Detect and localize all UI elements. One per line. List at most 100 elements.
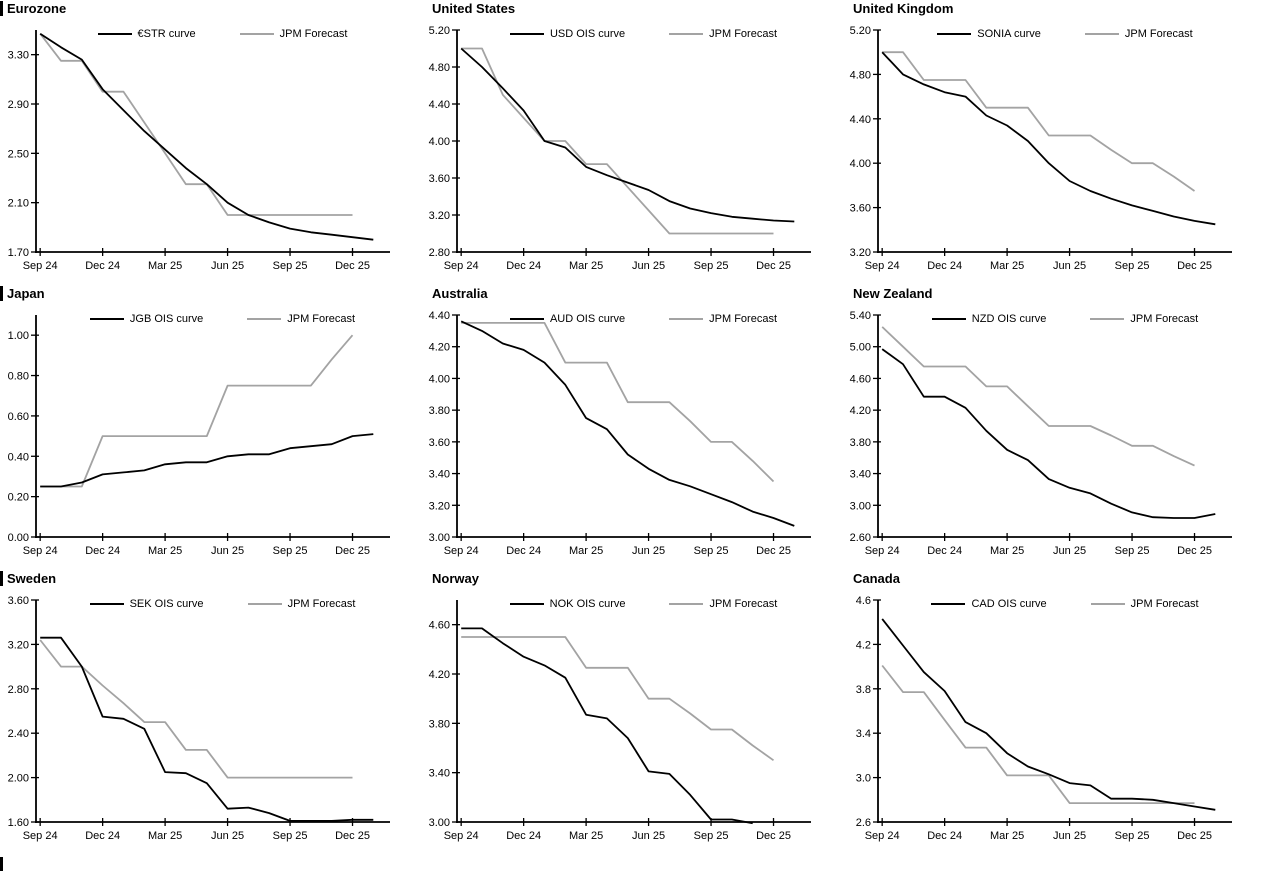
svg-text:4.40: 4.40 [429, 310, 450, 322]
svg-text:2.6: 2.6 [856, 817, 871, 829]
legend-label: NZD OIS curve [971, 313, 1047, 325]
svg-text:3.60: 3.60 [850, 203, 871, 215]
svg-text:Mar 25: Mar 25 [990, 545, 1024, 557]
svg-text:5.40: 5.40 [850, 310, 871, 322]
svg-text:Sep 25: Sep 25 [273, 830, 308, 842]
svg-text:Dec 24: Dec 24 [85, 545, 120, 557]
legend-item: JPM Forecast [1090, 313, 1198, 325]
chart-legend: NZD OIS curve JPM Forecast [878, 313, 1252, 325]
legend-label: NOK OIS curve [549, 598, 626, 610]
svg-text:3.20: 3.20 [429, 500, 450, 512]
svg-text:Dec 25: Dec 25 [756, 830, 791, 842]
svg-text:Jun 25: Jun 25 [1053, 260, 1086, 272]
svg-text:2.10: 2.10 [8, 198, 29, 210]
svg-text:Sep 25: Sep 25 [694, 830, 729, 842]
svg-text:2.00: 2.00 [8, 773, 29, 785]
chart-panel-new-zealand: New Zealand NZD OIS curve JPM Forecast 2… [842, 285, 1264, 570]
svg-text:2.50: 2.50 [8, 148, 29, 160]
svg-text:2.90: 2.90 [8, 99, 29, 111]
svg-text:Mar 25: Mar 25 [148, 830, 182, 842]
svg-text:Dec 24: Dec 24 [85, 830, 120, 842]
chart-legend: AUD OIS curve JPM Forecast [457, 313, 830, 325]
section-marker [0, 1, 3, 16]
svg-text:Dec 24: Dec 24 [927, 830, 962, 842]
legend-label: SEK OIS curve [129, 598, 204, 610]
gray-line-swatch [239, 33, 274, 35]
plot-area: JGB OIS curve JPM Forecast 0.00 0.20 0.40 0… [0, 305, 421, 567]
gray-line-swatch [1090, 603, 1125, 605]
svg-text:Sep 24: Sep 24 [444, 830, 479, 842]
svg-text:Dec 24: Dec 24 [506, 545, 541, 557]
svg-text:4.80: 4.80 [429, 62, 450, 74]
svg-text:3.00: 3.00 [429, 817, 450, 829]
svg-text:1.00: 1.00 [8, 330, 29, 342]
panel-header: United Kingdom [842, 0, 1264, 20]
chart-legend: NOK OIS curve JPM Forecast [457, 598, 830, 610]
svg-text:0.00: 0.00 [8, 532, 29, 544]
black-line-swatch [931, 318, 966, 320]
svg-text:Jun 25: Jun 25 [632, 830, 665, 842]
gray-line-swatch [669, 603, 704, 605]
chart-title: Japan [7, 286, 45, 301]
legend-item: JPM Forecast [669, 28, 777, 40]
svg-text:Jun 25: Jun 25 [1053, 830, 1086, 842]
svg-text:3.20: 3.20 [8, 639, 29, 651]
svg-text:Sep 24: Sep 24 [444, 260, 479, 272]
svg-text:Sep 25: Sep 25 [273, 545, 308, 557]
svg-text:4.20: 4.20 [429, 342, 450, 354]
svg-text:Dec 25: Dec 25 [1177, 545, 1212, 557]
svg-text:3.40: 3.40 [429, 768, 450, 780]
plot-area: USD OIS curve JPM Forecast 2.80 3.20 3.60 4… [421, 20, 842, 282]
svg-text:Jun 25: Jun 25 [211, 545, 244, 557]
panel-header: Eurozone [0, 0, 421, 20]
svg-text:3.0: 3.0 [856, 773, 871, 785]
svg-text:4.40: 4.40 [850, 114, 871, 126]
svg-text:Sep 24: Sep 24 [444, 545, 479, 557]
gray-line-swatch [1084, 33, 1119, 35]
svg-text:5.00: 5.00 [850, 342, 871, 354]
svg-text:3.40: 3.40 [429, 469, 450, 481]
chart-title: Canada [853, 571, 900, 586]
legend-label: JPM Forecast [279, 28, 348, 40]
chart-title: Norway [432, 571, 479, 586]
panel-header: New Zealand [842, 285, 1264, 305]
australia-line-chart: 3.00 3.20 3.40 3.60 3.80 4.00 4.20 4.40 Sep 24 De… [429, 310, 811, 557]
svg-text:1.70: 1.70 [8, 247, 29, 259]
svg-text:1.60: 1.60 [8, 817, 29, 829]
svg-text:3.00: 3.00 [429, 532, 450, 544]
svg-text:2.80: 2.80 [429, 247, 450, 259]
svg-text:4.60: 4.60 [429, 620, 450, 632]
svg-text:4.20: 4.20 [429, 669, 450, 681]
chart-legend: USD OIS curve JPM Forecast [457, 28, 830, 40]
plot-area: SONIA curve JPM Forecast 3.20 3.60 4.00 4.4… [842, 20, 1264, 282]
black-line-swatch [931, 603, 966, 605]
svg-text:Mar 25: Mar 25 [148, 260, 182, 272]
chart-title: New Zealand [853, 286, 933, 301]
black-line-swatch [937, 33, 972, 35]
svg-text:Dec 25: Dec 25 [1177, 830, 1212, 842]
panel-header: Canada [842, 570, 1264, 590]
svg-text:Dec 24: Dec 24 [927, 545, 962, 557]
legend-item: JPM Forecast [1084, 28, 1193, 40]
svg-text:3.80: 3.80 [429, 718, 450, 730]
legend-item: €STR curve [97, 28, 196, 40]
svg-text:Sep 25: Sep 25 [1115, 830, 1150, 842]
legend-item: NOK OIS curve [509, 598, 626, 610]
legend-item: USD OIS curve [509, 28, 625, 40]
legend-label: JGB OIS curve [129, 313, 204, 325]
legend-item: JPM Forecast [247, 598, 355, 610]
svg-text:4.00: 4.00 [429, 373, 450, 385]
norway-line-chart: 3.00 3.40 3.80 4.20 4.60 Sep 24 Dec 24 Mar 25 Ju… [429, 600, 811, 842]
svg-text:3.80: 3.80 [429, 405, 450, 417]
svg-text:Sep 24: Sep 24 [23, 260, 58, 272]
legend-label: AUD OIS curve [549, 313, 626, 325]
plot-area: CAD OIS curve JPM Forecast 2.6 3.0 3.4 3.8 4… [842, 590, 1264, 852]
svg-text:Sep 24: Sep 24 [865, 830, 900, 842]
chart-title: United Kingdom [853, 1, 954, 16]
svg-text:Jun 25: Jun 25 [632, 545, 665, 557]
svg-text:0.20: 0.20 [8, 492, 29, 504]
svg-text:Sep 24: Sep 24 [865, 260, 900, 272]
chart-panel-norway: Norway NOK OIS curve JPM Forecast 3.00 3.… [421, 570, 842, 855]
chart-legend: SONIA curve JPM Forecast [878, 28, 1252, 40]
svg-text:2.60: 2.60 [850, 532, 871, 544]
